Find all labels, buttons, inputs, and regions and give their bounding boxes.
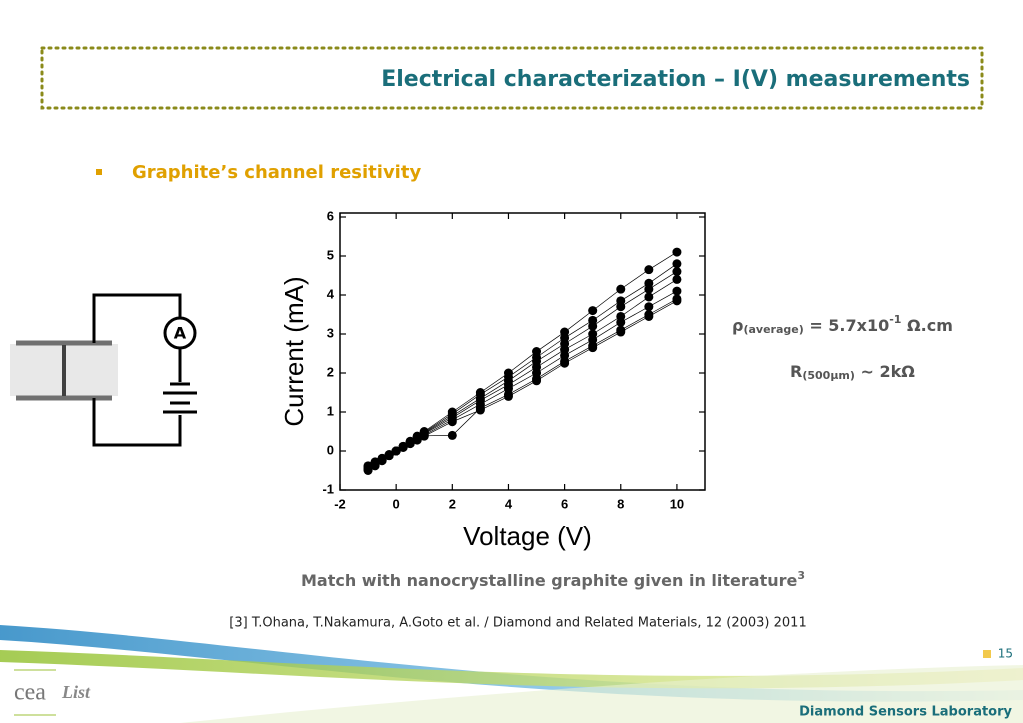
y-tick-label: -1 bbox=[322, 481, 334, 496]
data-point bbox=[672, 286, 682, 296]
data-point bbox=[447, 430, 457, 440]
data-point bbox=[672, 259, 682, 269]
statement-text: Match with nanocrystalline graphite give… bbox=[301, 571, 798, 590]
data-point bbox=[384, 450, 394, 460]
rho-formula: ρ(average) = 5.7x10-1 Ω.cm bbox=[732, 313, 953, 336]
data-point bbox=[412, 435, 422, 445]
data-point bbox=[363, 461, 373, 471]
data-point bbox=[672, 247, 682, 257]
x-tick-label: -2 bbox=[334, 496, 346, 511]
reference: [3] T.Ohana, T.Nakamura, A.Goto et al. /… bbox=[229, 616, 806, 631]
data-point bbox=[475, 405, 485, 415]
data-point bbox=[672, 296, 682, 306]
y-tick-label: 3 bbox=[327, 325, 334, 340]
y-tick-label: 1 bbox=[327, 403, 334, 418]
bullet-marker bbox=[96, 169, 102, 175]
rho-sup: -1 bbox=[889, 313, 901, 326]
data-point bbox=[503, 391, 513, 401]
statement-sup: 3 bbox=[797, 569, 805, 582]
r-sub: (500µm) bbox=[802, 369, 855, 382]
rho-unit: Ω.cm bbox=[901, 316, 952, 335]
data-point bbox=[560, 358, 570, 368]
data-point bbox=[370, 457, 380, 467]
data-point bbox=[398, 442, 408, 452]
data-point bbox=[532, 376, 542, 386]
x-tick-label: 2 bbox=[449, 496, 456, 511]
x-tick-label: 8 bbox=[617, 496, 624, 511]
statement: Match with nanocrystalline graphite give… bbox=[301, 569, 805, 590]
x-axis-label: Voltage (V) bbox=[463, 521, 592, 551]
plot-frame bbox=[339, 212, 706, 491]
data-point bbox=[644, 292, 654, 302]
data-point bbox=[644, 302, 654, 312]
data-point bbox=[391, 446, 401, 456]
data-point bbox=[405, 439, 415, 449]
rho-main: = 5.7x10 bbox=[804, 316, 889, 335]
bullet-text: Graphite’s channel resitivity bbox=[132, 162, 421, 183]
x-tick-label: 6 bbox=[561, 496, 568, 511]
chart: -1 0 1 2 3 4 5 6 -2 0 2 4 6 8 10 Voltage (V) Current (mA… bbox=[279, 208, 706, 551]
x-tick-label: 10 bbox=[670, 496, 684, 511]
data-point bbox=[419, 431, 429, 441]
y-tick-label: 2 bbox=[327, 364, 334, 379]
data-point bbox=[644, 311, 654, 321]
data-point bbox=[672, 267, 682, 277]
y-tick-label: 0 bbox=[327, 442, 334, 457]
logo-left: cea bbox=[14, 680, 46, 706]
y-tick-label: 4 bbox=[327, 286, 335, 301]
data-point bbox=[377, 453, 387, 463]
y-tick-label: 6 bbox=[327, 208, 334, 223]
footer-lab: Diamond Sensors Laboratory bbox=[799, 705, 1012, 720]
y-axis-label: Current (mA) bbox=[279, 276, 309, 426]
decoration bbox=[0, 46, 1023, 723]
data-point bbox=[447, 417, 457, 427]
data-point bbox=[616, 284, 626, 294]
data-point bbox=[644, 265, 654, 275]
y-tick-label: 5 bbox=[327, 247, 334, 262]
r-formula: R(500µm) ~ 2kΩ bbox=[790, 362, 915, 383]
r-symbol: R bbox=[790, 362, 802, 381]
r-main: ~ 2kΩ bbox=[855, 362, 915, 381]
data-point bbox=[588, 321, 598, 331]
data-point bbox=[672, 274, 682, 284]
data-point bbox=[588, 306, 598, 316]
data-point bbox=[588, 343, 598, 353]
page-number: 15 bbox=[998, 647, 1013, 661]
data-point bbox=[616, 317, 626, 327]
rho-sub: (average) bbox=[743, 323, 803, 336]
rho-symbol: ρ bbox=[732, 316, 743, 335]
logo-right: List bbox=[61, 682, 91, 702]
data-point bbox=[644, 284, 654, 294]
data-point bbox=[616, 327, 626, 337]
x-tick-label: 0 bbox=[393, 496, 400, 511]
slide-title: Electrical characterization – I(V) measu… bbox=[381, 67, 970, 92]
x-tick-label: 4 bbox=[505, 496, 513, 511]
data-point bbox=[616, 302, 626, 312]
meter-label: A bbox=[174, 324, 187, 343]
